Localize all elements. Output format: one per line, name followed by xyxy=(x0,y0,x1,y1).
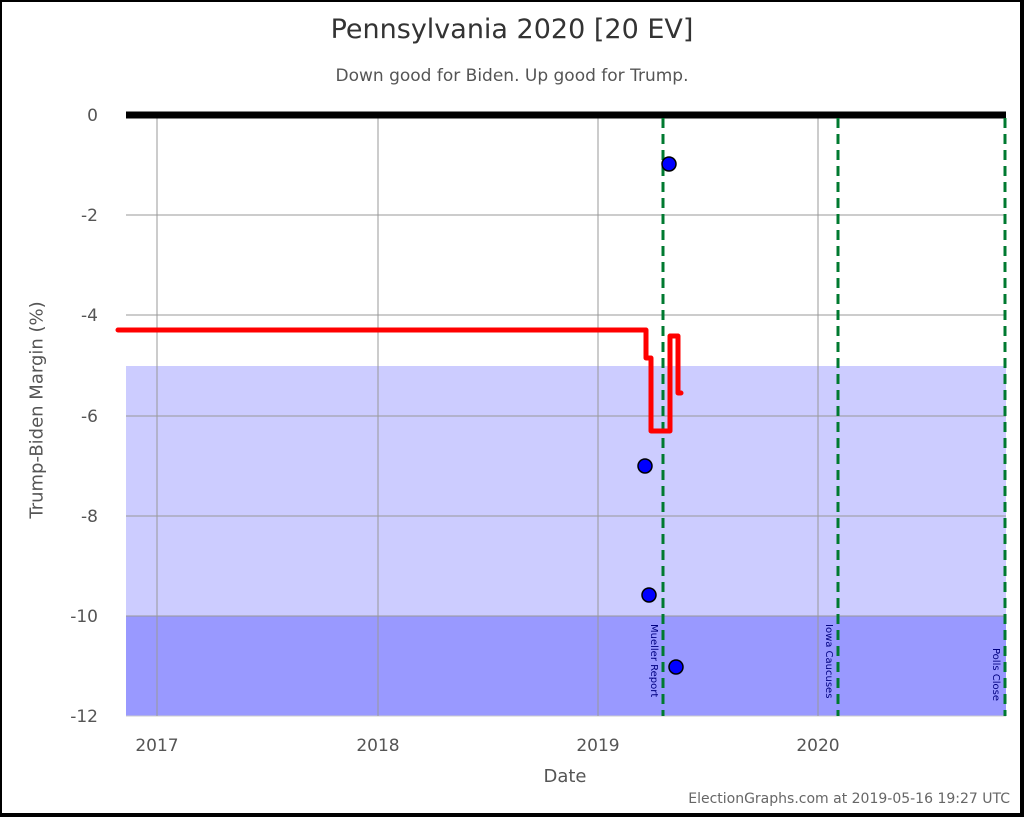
svg-text:-4: -4 xyxy=(81,306,98,326)
svg-text:2020: 2020 xyxy=(796,736,839,756)
x-gridlines xyxy=(156,115,819,716)
band-weak-biden xyxy=(126,366,1006,616)
band-strong-biden xyxy=(126,616,1006,716)
event-label-polls-close: Polls Close xyxy=(990,648,1001,701)
svg-text:2017: 2017 xyxy=(135,736,178,756)
poll-dots xyxy=(637,156,684,675)
credit-text: ElectionGraphs.com at 2019-05-16 19:27 U… xyxy=(688,791,1010,807)
poll-dot xyxy=(668,659,684,675)
svg-text:-10: -10 xyxy=(70,607,98,627)
svg-text:2019: 2019 xyxy=(576,736,619,756)
chart-subtitle: Down good for Biden. Up good for Trump. xyxy=(335,66,689,86)
event-lines xyxy=(661,118,1007,716)
svg-text:-12: -12 xyxy=(70,707,98,727)
event-label-mueller: Mueller Report xyxy=(648,624,659,697)
y-tick-labels: 0 -2 -4 -6 -8 -10 -12 xyxy=(70,106,98,727)
svg-text:0: 0 xyxy=(87,106,98,126)
poll-dot xyxy=(661,156,677,172)
x-tick-labels: 2017 2018 2019 2020 xyxy=(135,736,839,756)
svg-text:2018: 2018 xyxy=(356,736,399,756)
chart-title: Pennsylvania 2020 [20 EV] xyxy=(330,14,694,45)
svg-text:-8: -8 xyxy=(81,507,98,527)
x-axis-label: Date xyxy=(543,766,587,787)
event-label-iowa: Iowa Caucuses xyxy=(823,624,834,698)
poll-dot xyxy=(637,458,653,474)
y-axis-label: Trump-Biden Margin (%) xyxy=(26,301,48,519)
svg-text:-6: -6 xyxy=(81,407,98,427)
y-gridlines xyxy=(126,214,1006,717)
svg-text:-2: -2 xyxy=(81,206,98,226)
poll-average-line xyxy=(115,327,684,434)
poll-dot xyxy=(641,587,657,603)
